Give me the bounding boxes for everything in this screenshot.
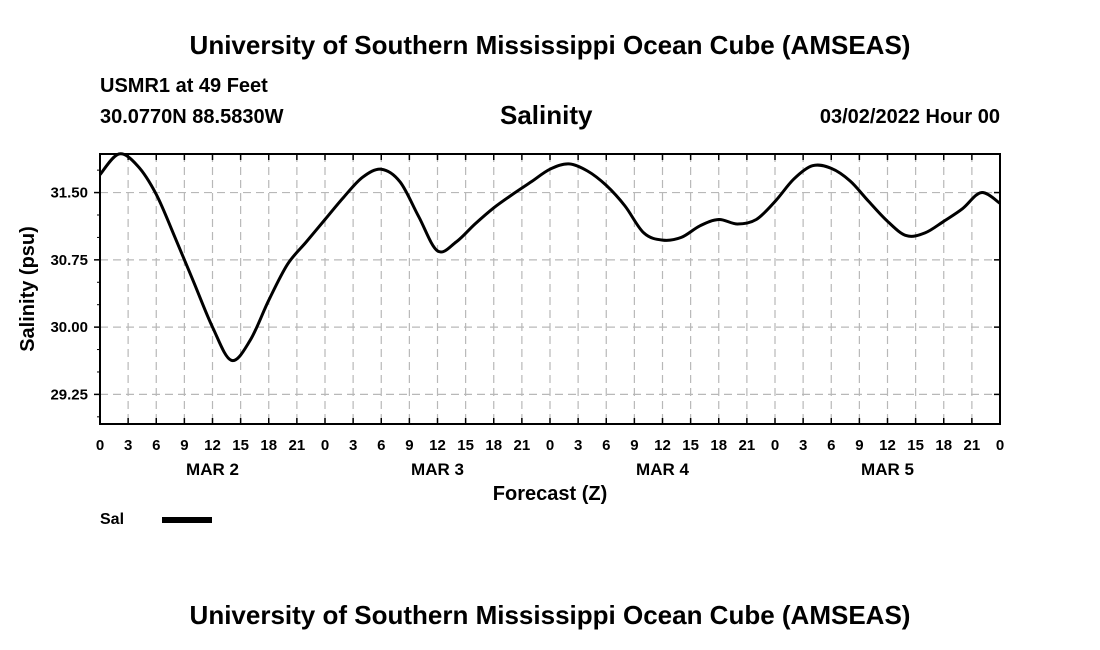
legend-label: Sal bbox=[100, 511, 125, 528]
title-bottom: University of Southern Mississippi Ocean… bbox=[189, 600, 911, 630]
x-axis-title: Forecast (Z) bbox=[493, 483, 607, 505]
x-tick-label: 9 bbox=[180, 437, 188, 454]
x-tick-label: 15 bbox=[232, 437, 249, 454]
x-tick-label: 6 bbox=[377, 437, 385, 454]
x-tick-label: 0 bbox=[96, 437, 104, 454]
x-tick-label: 15 bbox=[907, 437, 924, 454]
y-tick-label: 30.00 bbox=[50, 319, 88, 336]
x-tick-label: 3 bbox=[349, 437, 357, 454]
x-tick-label: 0 bbox=[996, 437, 1004, 454]
x-tick-label: 12 bbox=[204, 437, 221, 454]
x-tick-label: 18 bbox=[485, 437, 502, 454]
grid-lines bbox=[100, 154, 1000, 424]
x-tick-label: 18 bbox=[935, 437, 952, 454]
legend-swatch bbox=[162, 517, 212, 523]
x-tick-label: 15 bbox=[682, 437, 699, 454]
x-tick-label: 6 bbox=[827, 437, 835, 454]
y-tick-label: 31.50 bbox=[50, 185, 88, 202]
day-label: MAR 5 bbox=[861, 460, 914, 479]
x-tick-label: 21 bbox=[739, 437, 756, 454]
day-label: MAR 2 bbox=[186, 460, 239, 479]
chart-title: Salinity bbox=[500, 100, 593, 130]
datetime-label: 03/02/2022 Hour 00 bbox=[819, 106, 1000, 128]
x-tick-label: 0 bbox=[771, 437, 779, 454]
x-tick-label: 9 bbox=[630, 437, 638, 454]
x-tick-label: 21 bbox=[289, 437, 306, 454]
x-tick-label: 0 bbox=[546, 437, 554, 454]
x-tick-label: 15 bbox=[457, 437, 474, 454]
x-tick-label: 12 bbox=[654, 437, 671, 454]
y-tick-label: 29.25 bbox=[50, 386, 88, 403]
x-axis: 0 3 6 9 12 15 18 21 0 3 6 9 12 15 18 21 0 3 6 9 12 15 18 21 0 3 6 9… bbox=[96, 154, 1004, 479]
x-tick-label: 18 bbox=[710, 437, 727, 454]
x-tick-label: 9 bbox=[405, 437, 413, 454]
x-tick-label: 6 bbox=[152, 437, 160, 454]
x-tick-label: 0 bbox=[321, 437, 329, 454]
day-label: MAR 3 bbox=[411, 460, 464, 479]
x-tick-label: 18 bbox=[260, 437, 277, 454]
day-label: MAR 4 bbox=[636, 460, 689, 479]
station-label: USMR1 at 49 Feet bbox=[100, 75, 268, 97]
y-axis: 29.25 30.00 30.75 31.50 bbox=[50, 169, 1000, 418]
series-group bbox=[98, 152, 1001, 363]
x-tick-label: 12 bbox=[879, 437, 896, 454]
x-tick-label: 21 bbox=[514, 437, 531, 454]
x-tick-label: 12 bbox=[429, 437, 446, 454]
x-tick-label: 3 bbox=[799, 437, 807, 454]
y-axis-title: Salinity (psu) bbox=[17, 226, 39, 352]
title-top: University of Southern Mississippi Ocean… bbox=[189, 30, 911, 60]
y-tick-label: 30.75 bbox=[50, 252, 88, 269]
x-tick-label: 21 bbox=[964, 437, 981, 454]
x-tick-label: 3 bbox=[124, 437, 132, 454]
x-tick-label: 9 bbox=[855, 437, 863, 454]
x-tick-label: 6 bbox=[602, 437, 610, 454]
series-line-sal bbox=[98, 152, 1001, 363]
coordinates-label: 30.0770N 88.5830W bbox=[100, 106, 284, 128]
x-tick-label: 3 bbox=[574, 437, 582, 454]
